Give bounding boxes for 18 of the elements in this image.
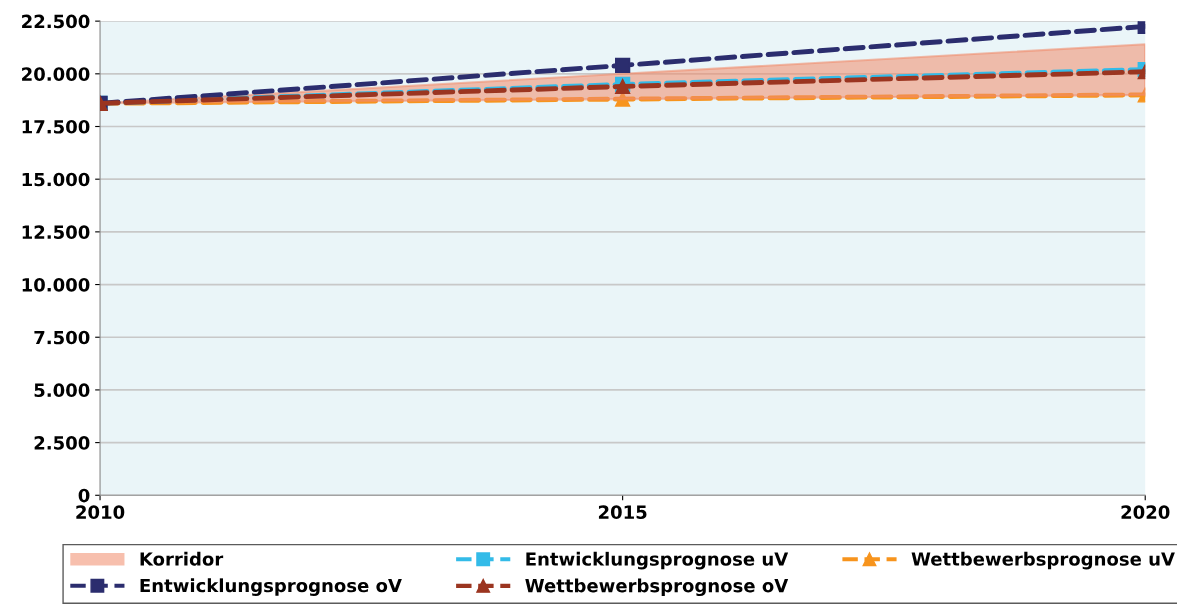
y-tick-label: 0 [78,488,90,503]
legend-label: Wettbewerbsprognose uV [911,551,1175,570]
y-tick-label: 10.000 [22,278,90,292]
legend-label: Entwicklungsprognose uV [526,551,789,570]
y-tick-label: 7.500 [34,330,90,345]
legend-label: Korridor [140,551,224,566]
x-tick-label: 2015 [598,505,647,519]
legend-label: Entwicklungsprognose oV [140,578,402,596]
legend-label: Wettbewerbsprognose oV [525,578,789,597]
y-tick-label: 5.000 [34,383,90,398]
x-tick-label: 2010 [76,505,125,519]
y-tick-label: 12.500 [22,225,90,239]
x-tick-label: 2020 [1121,505,1170,519]
y-tick-label: 17.500 [22,119,90,134]
y-tick-label: 15.000 [22,172,90,187]
y-tick-label: 2.500 [34,436,90,450]
y-tick-label: 20.000 [22,67,90,81]
y-tick-label: 22.500 [22,14,90,29]
